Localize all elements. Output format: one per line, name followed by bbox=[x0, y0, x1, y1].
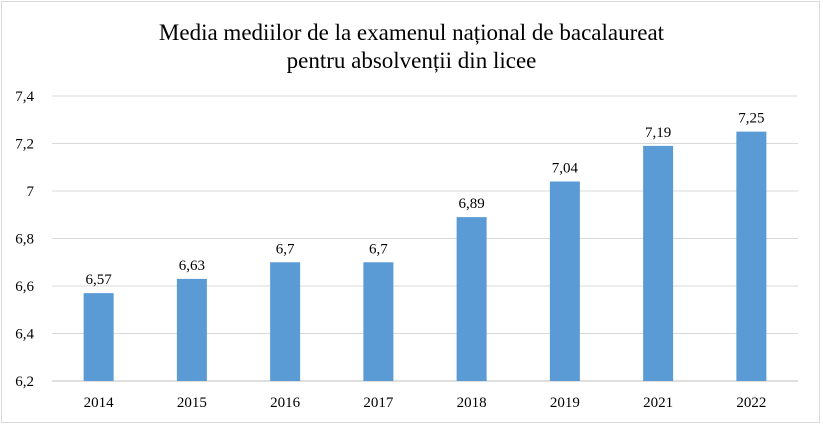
x-tick-label: 2017 bbox=[363, 395, 394, 411]
y-tick-label: 7,2 bbox=[15, 137, 34, 153]
x-tick-label: 2019 bbox=[550, 395, 580, 411]
x-tick-label: 2018 bbox=[457, 395, 487, 411]
chart-title-line2: pentru absolvenții din licee bbox=[286, 48, 537, 73]
bar-2022 bbox=[736, 131, 767, 381]
x-tick-label: 2022 bbox=[736, 395, 766, 411]
chart-title-line1: Media mediilor de la examenul național d… bbox=[158, 20, 665, 45]
data-label: 6,7 bbox=[276, 241, 295, 257]
bar-2014 bbox=[83, 293, 114, 381]
bar-2018 bbox=[456, 217, 487, 381]
data-label: 6,89 bbox=[459, 196, 485, 212]
bar-2016 bbox=[270, 262, 301, 381]
x-tick-label: 2015 bbox=[177, 395, 207, 411]
bar-2021 bbox=[643, 145, 674, 381]
x-tick-label: 2014 bbox=[84, 395, 115, 411]
y-tick-label: 7 bbox=[27, 184, 35, 200]
bar-2019 bbox=[549, 181, 580, 381]
data-label: 6,63 bbox=[179, 258, 205, 274]
data-label: 6,57 bbox=[86, 272, 113, 288]
x-tick-label: 2021 bbox=[643, 395, 673, 411]
y-tick-label: 6,2 bbox=[15, 374, 34, 390]
x-tick-label: 2016 bbox=[270, 395, 301, 411]
bar-2017 bbox=[363, 262, 394, 381]
bar-2015 bbox=[176, 278, 207, 381]
y-tick-label: 6,4 bbox=[15, 327, 34, 343]
data-label: 7,25 bbox=[738, 111, 764, 127]
y-tick-label: 7,4 bbox=[15, 89, 34, 105]
y-tick-label: 6,6 bbox=[15, 279, 34, 295]
data-label: 7,04 bbox=[552, 161, 579, 177]
data-label: 7,19 bbox=[645, 125, 671, 141]
data-label: 6,7 bbox=[369, 241, 388, 257]
y-tick-label: 6,8 bbox=[15, 232, 34, 248]
